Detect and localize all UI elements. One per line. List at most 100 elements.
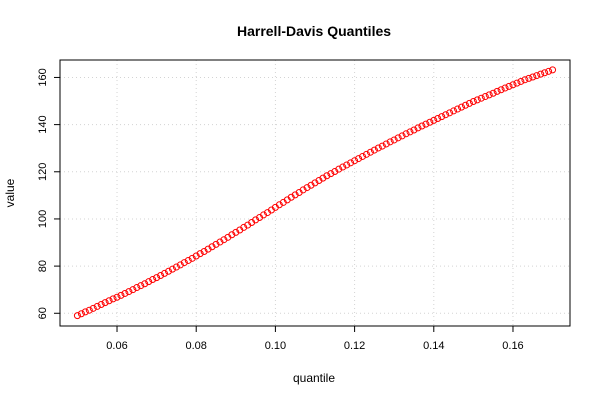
data-point — [141, 280, 149, 288]
data-point — [402, 130, 410, 138]
data-point — [485, 91, 493, 99]
data-point — [465, 99, 473, 107]
data-point — [109, 295, 117, 303]
data-point — [355, 155, 363, 163]
data-point — [347, 159, 355, 167]
data-point — [533, 72, 541, 80]
data-point — [153, 274, 161, 282]
y-tick-label: 100 — [37, 210, 49, 228]
data-point — [200, 247, 208, 255]
data-point — [410, 126, 418, 134]
data-point — [446, 109, 454, 117]
data-points — [73, 66, 557, 320]
data-point — [406, 128, 414, 136]
x-tick-label: 0.14 — [423, 340, 444, 352]
data-point — [335, 165, 343, 173]
data-point — [220, 236, 228, 244]
data-point — [303, 184, 311, 192]
data-point — [477, 94, 485, 102]
data-point — [545, 67, 553, 75]
chart-title: Harrell-Davis Quantiles — [237, 23, 391, 39]
data-point — [137, 282, 145, 290]
data-point — [287, 193, 295, 201]
data-point — [323, 172, 331, 180]
data-point — [101, 299, 109, 307]
data-point — [458, 103, 466, 111]
data-point — [188, 254, 196, 262]
data-point — [351, 157, 359, 165]
data-point — [426, 118, 434, 126]
plot-frame — [59, 59, 571, 327]
data-point — [362, 150, 370, 158]
data-point — [204, 245, 212, 253]
data-point — [260, 211, 268, 219]
data-point — [509, 81, 517, 89]
data-point — [291, 191, 299, 199]
data-point — [386, 138, 394, 146]
data-point — [450, 107, 458, 115]
data-point — [184, 256, 192, 264]
data-point — [442, 111, 450, 119]
data-point — [311, 179, 319, 187]
data-point — [319, 174, 327, 182]
data-point — [438, 113, 446, 121]
data-point — [359, 152, 367, 160]
data-point — [461, 101, 469, 109]
data-point — [481, 93, 489, 101]
data-point — [549, 66, 557, 74]
data-point — [157, 272, 165, 280]
data-point — [434, 114, 442, 122]
data-point — [366, 148, 374, 156]
data-point — [129, 286, 137, 294]
x-tick-label: 0.10 — [265, 340, 286, 352]
y-axis: 60 80 100 120 140 160 — [37, 68, 60, 319]
x-axis: 0.06 0.08 0.10 0.12 0.14 0.16 — [106, 326, 524, 352]
data-point — [382, 140, 390, 148]
data-point — [454, 105, 462, 113]
data-point — [149, 276, 157, 284]
y-tick-label: 140 — [37, 115, 49, 133]
data-point — [105, 297, 113, 305]
data-point — [216, 238, 224, 246]
data-point — [315, 177, 323, 185]
data-point — [493, 87, 501, 95]
data-point — [473, 96, 481, 104]
y-axis-label: value — [3, 178, 17, 207]
data-point — [529, 73, 537, 81]
data-point — [161, 269, 169, 277]
data-point — [414, 124, 422, 132]
data-point — [378, 142, 386, 150]
data-point — [89, 304, 97, 312]
data-point — [113, 293, 121, 301]
data-point — [422, 120, 430, 128]
data-point — [501, 84, 509, 92]
data-point — [240, 223, 248, 231]
data-point — [232, 228, 240, 236]
data-point — [374, 144, 382, 152]
data-point — [212, 240, 220, 248]
y-tick-label: 160 — [37, 68, 49, 86]
data-point — [517, 77, 525, 85]
data-point — [97, 301, 105, 309]
data-point — [176, 261, 184, 269]
data-point — [192, 252, 200, 260]
data-point — [343, 161, 351, 169]
data-point — [430, 116, 438, 124]
data-point — [121, 289, 129, 297]
data-point — [331, 168, 339, 176]
data-point — [275, 201, 283, 209]
data-point — [133, 284, 141, 292]
data-point — [164, 267, 172, 275]
data-point — [390, 136, 398, 144]
data-point — [398, 132, 406, 140]
data-point — [489, 89, 497, 97]
data-point — [77, 310, 85, 318]
data-point — [525, 74, 533, 82]
data-point — [252, 216, 260, 224]
y-tick-label: 120 — [37, 163, 49, 181]
data-point — [125, 288, 133, 296]
x-tick-label: 0.12 — [344, 340, 365, 352]
data-point — [469, 98, 477, 106]
data-point — [537, 70, 545, 78]
data-point — [117, 291, 125, 299]
